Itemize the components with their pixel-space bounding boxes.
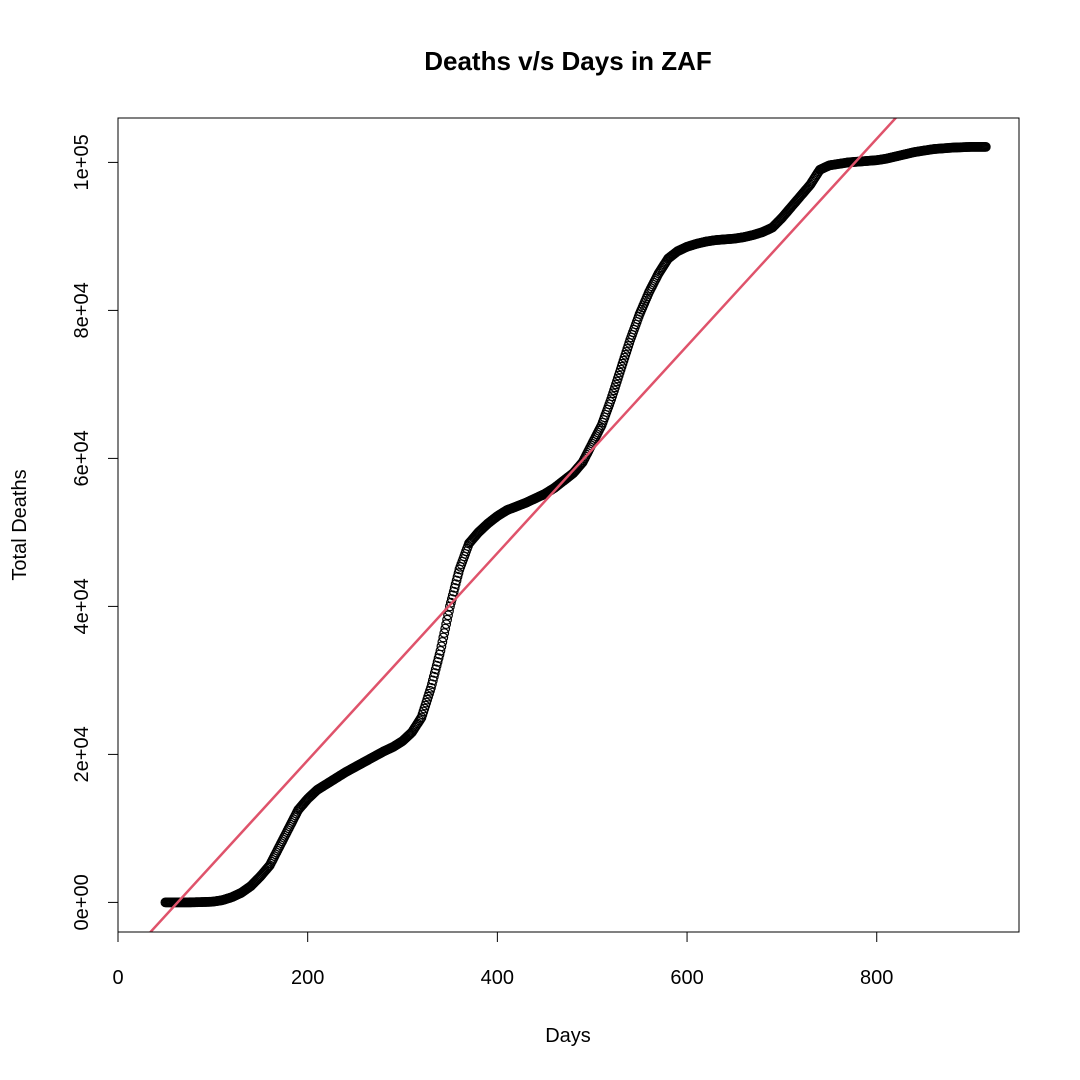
data-point [438, 632, 449, 643]
data-point [429, 668, 440, 678]
x-axis: 0 200 400 600 800 [112, 931, 893, 989]
data-point [449, 583, 460, 593]
data-point [450, 579, 461, 590]
data-points [160, 141, 991, 908]
x-tick-label: 400 [481, 967, 514, 989]
y-axis-label: Total Deaths [9, 469, 31, 580]
data-point [437, 637, 448, 647]
data-point [428, 671, 439, 682]
data-point [427, 675, 438, 686]
data-point [443, 610, 453, 621]
regression-line [148, 118, 898, 932]
y-axis: 0e+00 2e+04 4e+04 6e+04 8e+04 1e+05 [71, 134, 119, 930]
y-tick-label: 4e+04 [71, 578, 93, 634]
data-point [433, 653, 444, 664]
y-tick-label: 2e+04 [71, 726, 93, 782]
data-point [432, 657, 443, 667]
data-point [427, 679, 437, 689]
x-tick-label: 800 [860, 967, 893, 989]
data-point [445, 601, 455, 612]
plot-frame [117, 117, 1020, 933]
data-point [414, 715, 425, 726]
data-point [448, 586, 459, 597]
chart-title: Deaths v/s Days in ZAF [424, 46, 712, 76]
x-tick-label: 0 [112, 967, 123, 989]
data-point [445, 597, 456, 608]
y-tick-label: 6e+04 [71, 430, 93, 486]
x-tick-label: 600 [670, 967, 703, 989]
data-point [435, 645, 446, 656]
data-point [430, 664, 441, 675]
data-point [452, 571, 463, 582]
data-point [426, 682, 436, 693]
data-point [980, 141, 991, 152]
y-tick-label: 8e+04 [71, 282, 93, 338]
x-axis-label: Days [545, 1025, 591, 1047]
data-point [431, 660, 442, 671]
data-point [442, 614, 453, 625]
y-tick-label: 1e+05 [71, 134, 93, 190]
regression-line-layer [148, 118, 898, 932]
data-point [451, 575, 462, 586]
data-point [441, 619, 452, 630]
data-point [453, 568, 464, 578]
x-tick-label: 200 [291, 967, 324, 989]
y-tick-label: 0e+00 [71, 874, 93, 930]
data-point [436, 641, 447, 652]
data-point [440, 623, 451, 634]
data-point [439, 628, 450, 638]
